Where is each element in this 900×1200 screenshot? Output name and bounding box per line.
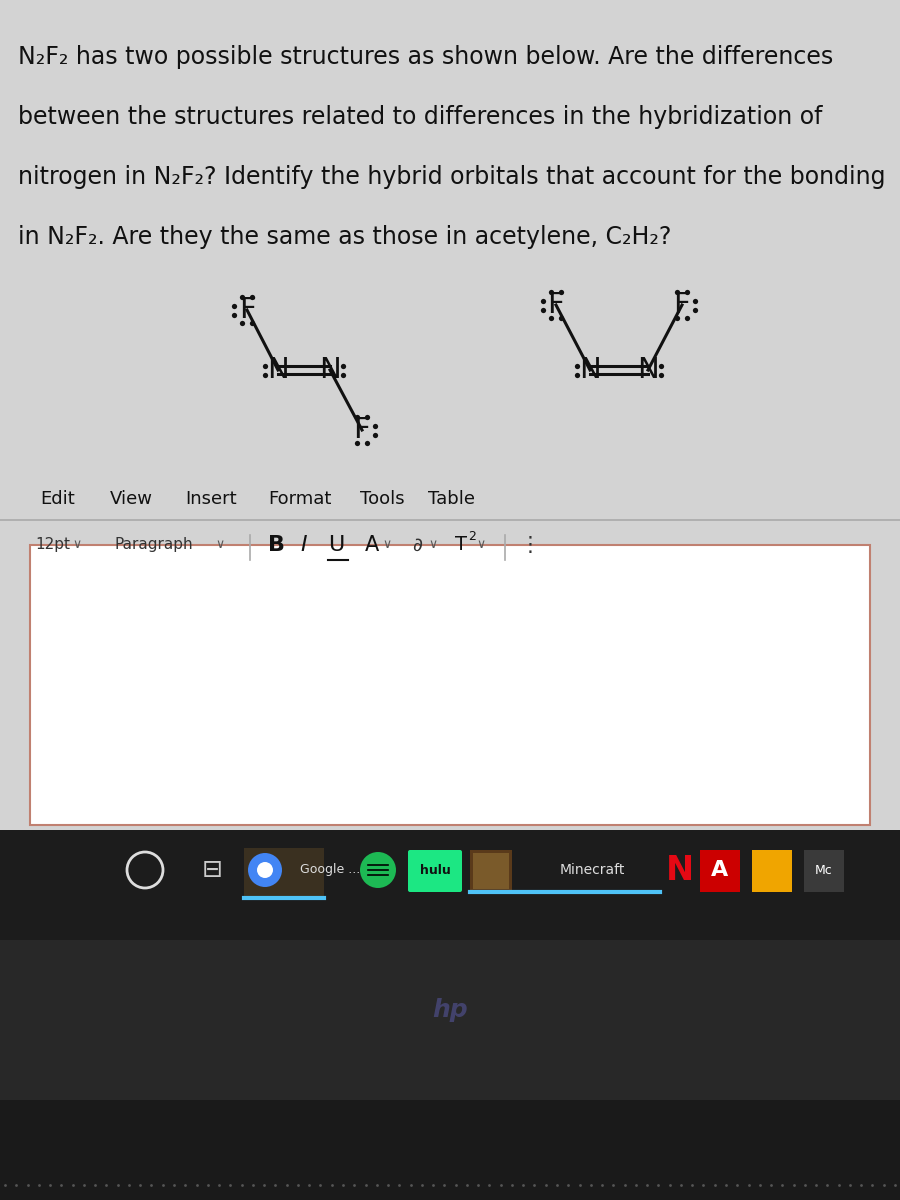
FancyBboxPatch shape: [0, 1100, 900, 1200]
Circle shape: [257, 862, 273, 878]
Text: 2: 2: [468, 530, 476, 544]
Text: N: N: [579, 356, 601, 384]
Text: F: F: [673, 290, 690, 319]
Text: Minecraft: Minecraft: [560, 863, 625, 877]
Text: Insert: Insert: [185, 490, 237, 508]
Text: ∨: ∨: [215, 539, 224, 552]
Text: hulu: hulu: [419, 864, 450, 876]
Text: Paragraph: Paragraph: [115, 538, 194, 552]
FancyBboxPatch shape: [804, 850, 844, 892]
Text: N: N: [267, 356, 289, 384]
Text: B: B: [268, 535, 285, 554]
Text: ∨: ∨: [428, 539, 437, 552]
FancyBboxPatch shape: [408, 850, 462, 892]
Text: U: U: [328, 535, 344, 554]
Text: T: T: [455, 535, 467, 554]
Text: F: F: [238, 296, 256, 324]
FancyBboxPatch shape: [30, 545, 870, 826]
Circle shape: [248, 853, 282, 887]
FancyBboxPatch shape: [0, 0, 900, 830]
FancyBboxPatch shape: [473, 853, 509, 889]
Text: F: F: [354, 416, 371, 444]
Text: F: F: [547, 290, 564, 319]
Text: A: A: [365, 535, 379, 554]
Text: Edit: Edit: [40, 490, 75, 508]
Text: 12pt: 12pt: [35, 538, 70, 552]
Text: N: N: [666, 853, 694, 887]
Text: nitrogen in N₂F₂? Identify the hybrid orbitals that account for the bonding: nitrogen in N₂F₂? Identify the hybrid or…: [18, 164, 886, 188]
FancyBboxPatch shape: [700, 850, 740, 892]
Text: between the structures related to differences in the hybridization of: between the structures related to differ…: [18, 104, 823, 128]
Text: Format: Format: [268, 490, 331, 508]
Text: ∨: ∨: [72, 539, 81, 552]
FancyBboxPatch shape: [470, 850, 512, 892]
FancyBboxPatch shape: [752, 850, 792, 892]
Text: ⋮: ⋮: [520, 535, 541, 554]
Text: A: A: [711, 860, 729, 880]
Text: ∂: ∂: [412, 535, 422, 554]
Text: hp: hp: [432, 998, 468, 1022]
FancyBboxPatch shape: [0, 940, 900, 1100]
Circle shape: [360, 852, 396, 888]
Text: Mc: Mc: [815, 864, 832, 876]
Text: Table: Table: [428, 490, 475, 508]
Text: I: I: [300, 535, 307, 554]
Text: Google ...: Google ...: [300, 864, 360, 876]
Text: ⊟: ⊟: [202, 858, 222, 882]
Text: ∨: ∨: [382, 539, 392, 552]
Text: ∨: ∨: [476, 539, 485, 552]
FancyBboxPatch shape: [244, 848, 324, 898]
FancyBboxPatch shape: [0, 830, 900, 940]
Text: Tools: Tools: [360, 490, 405, 508]
Text: N₂F₂ has two possible structures as shown below. Are the differences: N₂F₂ has two possible structures as show…: [18, 44, 833, 68]
Text: N: N: [320, 356, 341, 384]
Text: View: View: [110, 490, 153, 508]
Text: in N₂F₂. Are they the same as those in acetylene, C₂H₂?: in N₂F₂. Are they the same as those in a…: [18, 226, 671, 248]
Text: N: N: [637, 356, 659, 384]
